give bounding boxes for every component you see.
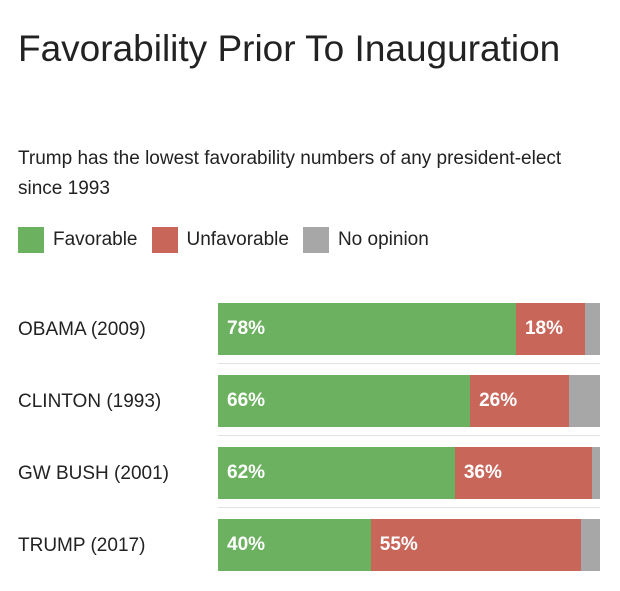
chart-title: Favorability Prior To Inauguration — [18, 28, 561, 69]
bar-row: CLINTON (1993) 66% 26% — [18, 367, 600, 437]
data-label: 78% — [227, 318, 266, 339]
row-divider — [218, 435, 600, 436]
bar-segment-unfavorable: 26% — [470, 375, 570, 427]
bar-segment-no-opinion — [569, 375, 600, 427]
bar-row: OBAMA (2009) 78% 18% — [18, 295, 600, 365]
bar-row: TRUMP (2017) 40% 55% — [18, 511, 600, 581]
chart-subtitle: Trump has the lowest favorability number… — [18, 148, 562, 199]
legend-item-no-opinion: No opinion — [302, 227, 429, 253]
bar-segment-no-opinion — [592, 447, 600, 499]
data-label: 26% — [479, 390, 518, 411]
data-label: 40% — [227, 534, 266, 555]
category-label: TRUMP (2017) — [18, 535, 146, 556]
legend-item-favorable: Favorable — [18, 227, 138, 253]
category-label: GW BUSH (2001) — [18, 463, 169, 484]
data-label: 55% — [379, 534, 418, 555]
stacked-bar: 62% 36% — [218, 447, 600, 499]
legend-swatch-unfavorable — [151, 227, 178, 253]
legend: Favorable Unfavorable No opinion — [18, 227, 443, 253]
legend-label-favorable: Favorable — [53, 229, 138, 250]
bar-segment-unfavorable: 55% — [370, 519, 581, 571]
bar-segment-favorable: 62% — [218, 447, 455, 499]
legend-item-unfavorable: Unfavorable — [151, 227, 289, 253]
stacked-bar: 40% 55% — [218, 519, 600, 571]
category-label: CLINTON (1993) — [18, 391, 162, 412]
row-divider — [218, 507, 600, 508]
bar-segment-unfavorable: 36% — [454, 447, 593, 499]
bar-segment-favorable: 78% — [218, 303, 516, 355]
data-label: 62% — [227, 462, 266, 483]
legend-label-no-opinion: No opinion — [337, 229, 429, 250]
bar-segment-no-opinion — [580, 519, 600, 571]
stacked-bar: 66% 26% — [218, 375, 600, 427]
legend-label-unfavorable: Unfavorable — [186, 229, 289, 250]
legend-swatch-no-opinion — [302, 227, 329, 253]
bar-segment-favorable: 66% — [218, 375, 471, 427]
category-label: OBAMA (2009) — [18, 319, 146, 340]
data-label: 66% — [227, 390, 266, 411]
data-label: 18% — [524, 318, 563, 339]
bar-segment-unfavorable: 18% — [515, 303, 585, 355]
stacked-bar: 78% 18% — [218, 303, 600, 355]
data-label: 36% — [463, 462, 502, 483]
row-divider — [218, 363, 600, 364]
bar-segment-no-opinion — [584, 303, 600, 355]
bar-row: GW BUSH (2001) 62% 36% — [18, 439, 600, 509]
legend-swatch-favorable — [18, 227, 44, 253]
bar-segment-favorable: 40% — [218, 519, 371, 571]
